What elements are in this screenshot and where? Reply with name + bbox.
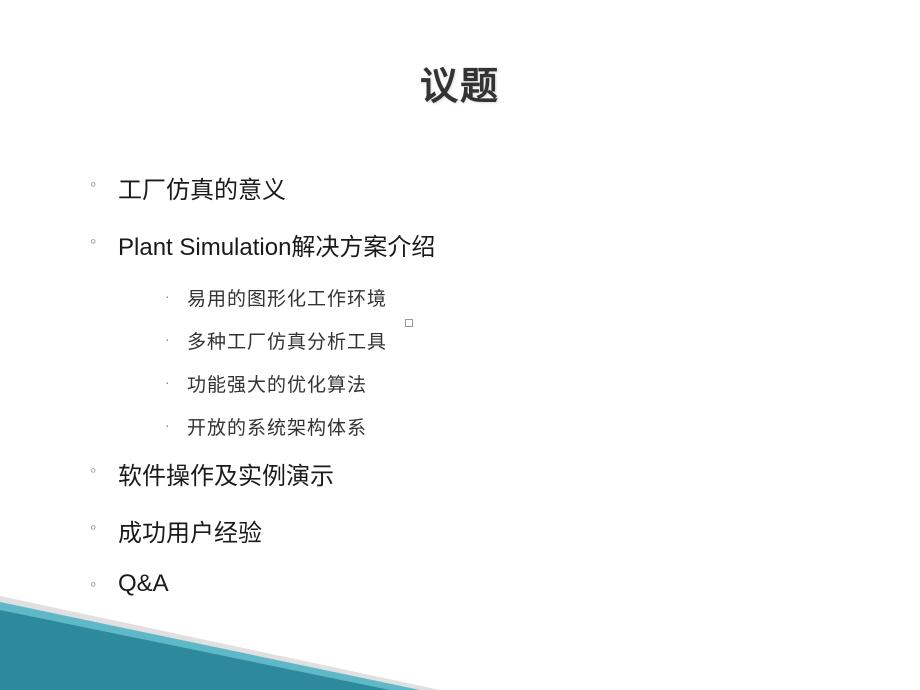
corner-decoration-dark <box>0 610 390 690</box>
bullet-text: 多种工厂仿真分析工具 <box>187 327 387 354</box>
sub-bullet-item: · 功能强大的优化算法 <box>90 370 920 397</box>
bullet-text: Q&A <box>118 570 169 598</box>
bullet-text: 功能强大的优化算法 <box>187 370 367 397</box>
bullet-item: ◦ 软件操作及实例演示 <box>90 456 920 491</box>
bullet-item: ◦ Plant Simulation解决方案介绍 <box>90 227 920 262</box>
bullet-marker-l1: ◦ <box>90 460 104 481</box>
content-area: ◦ 工厂仿真的意义 ◦ Plant Simulation解决方案介绍 · 易用的… <box>0 110 920 598</box>
bullet-marker-l1: ◦ <box>90 574 104 595</box>
bullet-marker-l2: · <box>165 374 175 390</box>
bullet-marker-l1: ◦ <box>90 174 104 195</box>
bullet-text: Plant Simulation解决方案介绍 <box>118 227 435 262</box>
bullet-text: 成功用户经验 <box>118 513 262 548</box>
bullet-item: ◦ 工厂仿真的意义 <box>90 170 920 205</box>
bullet-marker-l2: · <box>165 417 175 433</box>
center-marker-icon <box>405 319 413 327</box>
bullet-text: 工厂仿真的意义 <box>118 170 286 205</box>
bullet-marker-l1: ◦ <box>90 517 104 538</box>
bullet-text: 软件操作及实例演示 <box>118 456 334 491</box>
sublist: · 易用的图形化工作环境 · 多种工厂仿真分析工具 · 功能强大的优化算法 · … <box>90 284 920 440</box>
bullet-marker-l2: · <box>165 288 175 304</box>
bullet-item: ◦ Q&A <box>90 570 920 598</box>
bullet-text: 易用的图形化工作环境 <box>187 284 387 311</box>
slide-title: 议题 <box>0 0 920 110</box>
bullet-item: ◦ 成功用户经验 <box>90 513 920 548</box>
sub-bullet-item: · 易用的图形化工作环境 <box>90 284 920 311</box>
bullet-marker-l2: · <box>165 331 175 347</box>
bullet-text: 开放的系统架构体系 <box>187 413 367 440</box>
bullet-marker-l1: ◦ <box>90 231 104 252</box>
sub-bullet-item: · 多种工厂仿真分析工具 <box>90 327 920 354</box>
sub-bullet-item: · 开放的系统架构体系 <box>90 413 920 440</box>
